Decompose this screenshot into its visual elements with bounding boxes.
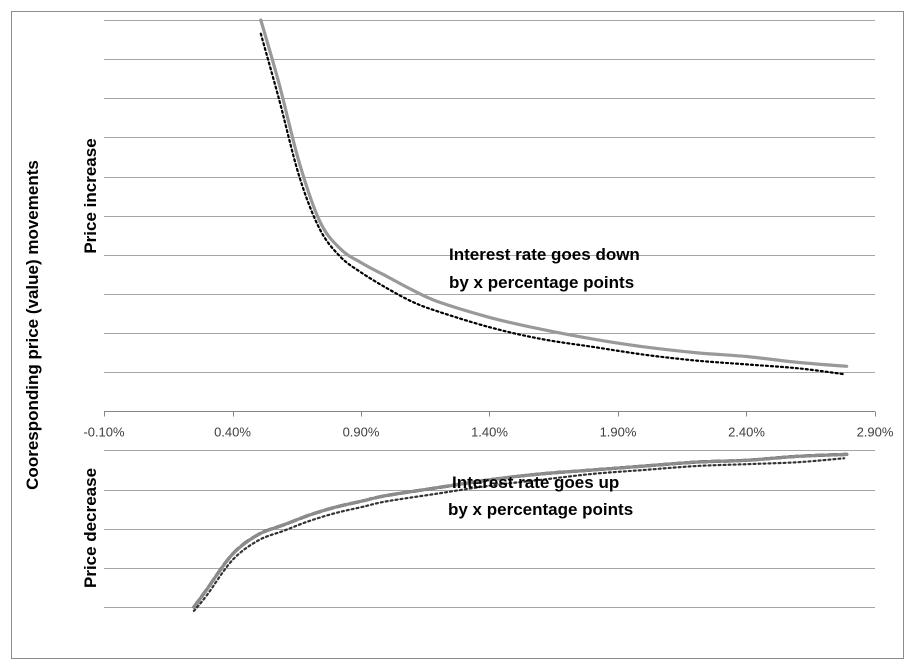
x-tick-label: 2.40% — [728, 425, 765, 440]
annotation-rate-up-line2: by x percentage points — [448, 500, 633, 519]
gridlines — [104, 20, 875, 608]
x-tick-labels: -0.10% 0.40% 0.90% 1.40% 1.90% 2.40% 2.90% — [83, 425, 893, 440]
x-axis — [104, 411, 876, 417]
y-axis-upper-label: Price increase — [81, 138, 100, 253]
x-tick-label: 1.40% — [471, 425, 508, 440]
series-line-4 — [192, 452, 849, 609]
x-tick-label: 0.90% — [343, 425, 380, 440]
x-tick-label: 1.90% — [600, 425, 637, 440]
series-lines — [192, 18, 849, 612]
x-tick-label: 2.90% — [857, 425, 894, 440]
annotation-rate-up-line1: Interest rate goes up — [452, 473, 619, 492]
y-axis-title: Cooresponding price (value) movements — [23, 160, 42, 490]
y-axis-lower-label: Price decrease — [81, 468, 100, 588]
x-tick-label: -0.10% — [83, 425, 125, 440]
series-line-5 — [192, 457, 846, 612]
annotation-rate-down-line2: by x percentage points — [449, 273, 634, 292]
annotation-rate-down-line1: Interest rate goes down — [449, 245, 640, 264]
x-tick-label: 0.40% — [214, 425, 251, 440]
chart-frame — [11, 11, 904, 659]
series-line-1 — [259, 18, 849, 368]
series-line-2 — [259, 32, 846, 376]
